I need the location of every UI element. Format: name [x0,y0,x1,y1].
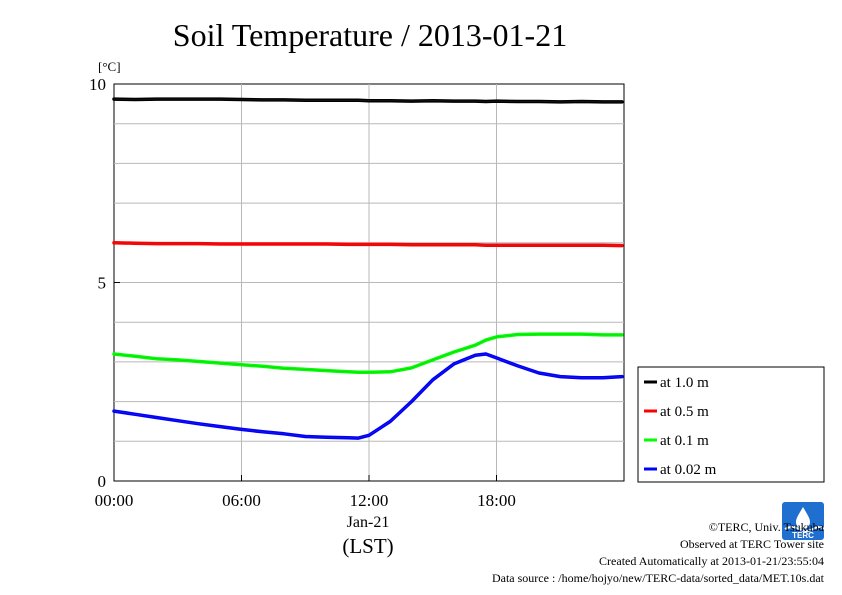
series-line [112,352,624,440]
data-source-text: Data source : /home/hojyo/new/TERC-data/… [491,571,824,585]
y-tick-label: 5 [98,274,107,293]
legend-box [637,366,825,483]
series-line [112,332,624,374]
x-axis-date-label: Jan-21 [347,514,390,531]
observed-text: Observed at TERC Tower site [679,537,824,551]
legend-item: at 0.5 m [644,404,709,420]
legend: at 1.0 m at 0.5 m at 0.1 m at 0.02 m [637,366,825,483]
series-line-core [113,333,622,373]
y-axis-unit-label: [°C] [98,59,121,74]
legend-items: at 1.0 m at 0.5 m at 0.1 m at 0.02 m [644,375,717,478]
series-line-core [113,353,622,439]
series-line [112,97,624,104]
gridlines [114,84,624,481]
created-text: Created Automatically at 2013-01-21/23:5… [599,554,824,568]
legend-label: at 0.5 m [660,404,709,420]
copyright-text: ©TERC, Univ. Tsukuba [708,520,824,534]
y-axis-ticks: 0 5 10 [89,75,120,491]
svg-text:TERC: TERC [792,531,814,540]
legend-label: at 0.1 m [660,433,709,449]
series-line-core [113,98,622,103]
x-axis-label: (LST) [342,534,393,558]
legend-label: at 1.0 m [660,375,709,391]
legend-item: at 0.02 m [644,462,717,478]
x-axis-ticks: 00:00 06:00 12:00 18:00 [95,475,516,510]
plot-area: 0 5 10 00:00 06:00 12:00 18:00 [89,75,625,510]
x-tick-label: 06:00 [222,491,261,510]
x-tick-label: 18:00 [477,491,516,510]
x-tick-label: 00:00 [95,491,134,510]
legend-label: at 0.02 m [660,462,717,478]
legend-item: at 0.1 m [644,433,709,449]
series-line [112,241,624,248]
series-lines [112,97,624,440]
y-tick-label: 10 [89,75,106,94]
y-tick-label: 0 [98,472,107,491]
legend-item: at 1.0 m [644,375,709,391]
chart-title: Soil Temperature / 2013-01-21 [173,17,567,53]
terc-logo-icon: TERC [782,502,825,540]
series-line-core [113,242,622,246]
x-tick-label: 12:00 [350,491,389,510]
